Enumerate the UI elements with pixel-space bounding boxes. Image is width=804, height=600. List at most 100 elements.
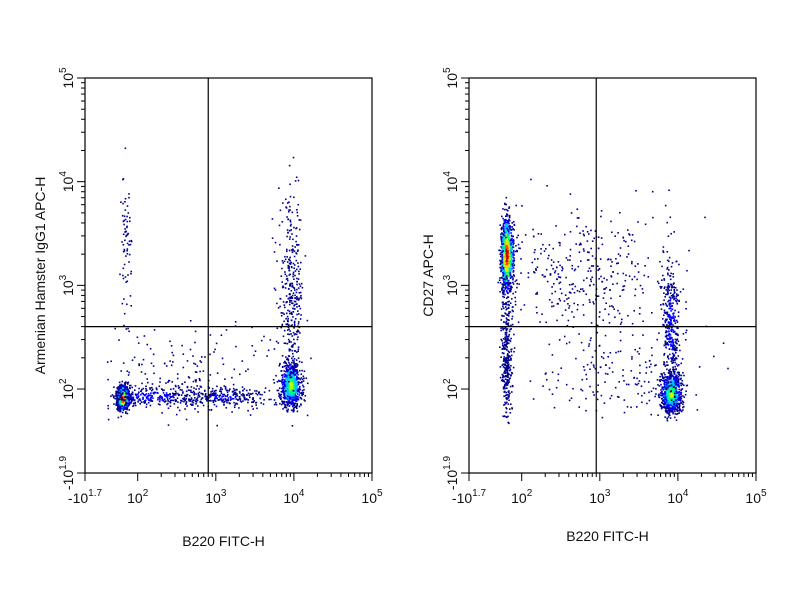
event-dot [128,409,130,411]
event-dot [120,393,122,396]
event-dot [174,384,177,387]
event-dot [118,388,121,391]
event-dot [115,390,118,393]
event-dot [511,254,513,256]
event-dot [298,297,300,300]
event-dot [301,378,304,381]
event-dot [189,394,191,397]
event-dot [509,272,512,274]
event-dot [500,269,502,271]
event-dot [159,403,161,406]
event-dot [507,284,510,286]
event-dot [296,390,299,392]
event-dot [296,410,299,413]
event-dot [292,344,294,346]
event-dot [124,201,126,203]
event-dot [297,398,300,401]
event-dot [168,379,171,382]
event-dot [263,399,265,401]
event-dot [129,393,132,396]
event-dot [288,303,291,306]
event-dot [502,276,505,278]
event-dot [208,394,211,396]
event-dot [296,393,299,395]
event-dot [127,327,129,330]
event-dot [235,345,237,348]
event-dot [289,367,292,370]
x-tick-label: 102 [127,488,149,506]
event-dot [240,401,243,403]
event-dot [132,393,134,396]
event-dot [509,247,512,250]
event-dot [502,267,505,269]
event-dot [273,348,276,350]
event-dot [294,391,297,394]
event-dot [282,301,285,303]
event-dot [296,351,298,353]
event-dot [130,270,132,273]
event-dot [500,270,502,273]
event-dot [215,405,218,408]
event-dot [200,392,202,395]
event-dot [115,391,117,394]
event-dot [286,261,289,263]
event-dot [301,394,303,397]
event-dot [289,385,292,387]
event-dot [298,387,301,390]
event-dot [509,302,512,304]
event-dot [128,240,131,242]
event-dot [283,320,285,323]
event-dot [299,307,302,310]
event-dot [511,309,514,312]
y-tick-exponent: 2 [58,378,69,384]
event-dot [125,391,128,393]
event-dot [124,391,127,393]
event-dot [249,389,251,391]
event-dot [157,398,159,401]
event-dot [498,249,500,252]
event-dot [296,407,298,409]
event-dot [505,303,507,306]
event-dot [281,391,284,393]
event-dot [193,392,196,394]
event-dot [503,253,506,255]
event-dot [117,398,120,400]
event-dot [189,320,192,322]
y-axis-label: Armenian Hamster IgG1 APC-H [32,177,48,375]
event-dot [252,397,254,399]
event-dot [293,305,295,307]
event-dot [212,401,215,404]
event-dot [172,394,174,397]
event-dot [165,365,168,367]
event-dot [174,390,177,393]
event-dot [169,395,171,398]
event-dot [300,398,303,400]
event-dot [239,400,242,402]
event-dot [289,195,292,198]
event-dot [504,336,506,339]
event-dot [504,208,506,211]
event-dot [288,229,291,232]
event-dot [122,233,125,236]
event-dot [289,348,292,351]
event-dot [232,390,235,392]
event-dot [246,389,248,392]
event-dot [299,285,302,287]
event-dot [219,388,222,391]
event-dot [296,277,298,280]
event-dot [238,407,240,409]
event-dot [293,196,295,199]
event-dot [123,312,126,315]
event-dot [286,364,288,366]
event-dot [295,252,298,255]
event-dot [201,356,203,358]
event-dot [292,410,295,412]
event-dot [126,396,129,398]
event-dot [300,404,302,406]
event-dot [296,288,298,291]
event-dot [287,384,290,387]
event-dot [281,381,283,384]
event-dot [133,356,136,359]
event-dot [120,407,123,409]
event-dot [292,316,294,318]
